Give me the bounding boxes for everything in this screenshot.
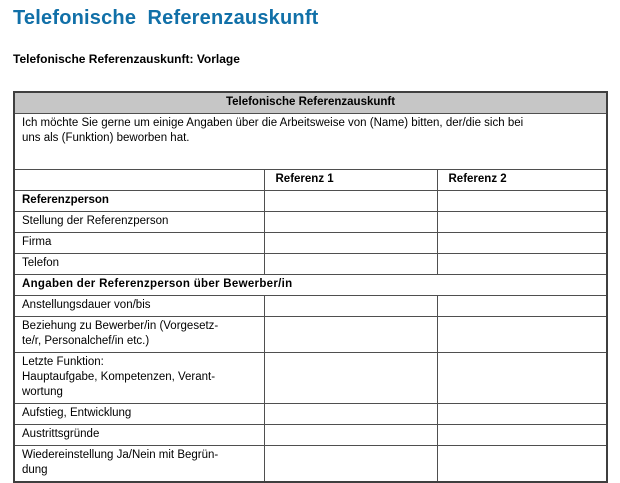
referenz2-field[interactable] [436, 445, 608, 483]
referenz2-field[interactable] [436, 352, 608, 404]
referenz1-field[interactable] [263, 424, 438, 446]
form-intro-row: Ich möchte Sie gerne um einige Angaben ü… [13, 113, 608, 170]
referenz2-field[interactable] [436, 316, 608, 353]
column-header-referenz-2: Referenz 2 [436, 169, 608, 191]
referenz1-field[interactable] [263, 316, 438, 353]
form-intro-text: Ich möchte Sie gerne um einige Angaben ü… [13, 113, 608, 170]
section-header-row: Angaben der Referenzperson über Bewerber… [13, 274, 608, 296]
row-label: Aufstieg, Entwicklung [13, 403, 265, 425]
page-title: Telefonische Referenzauskunft [13, 7, 319, 29]
table-row: Austrittsgründe [13, 424, 608, 446]
table-row: Firma [13, 232, 608, 254]
page-subtitle: Telefonische Referenzauskunft: Vorlage [13, 52, 240, 66]
referenz2-field[interactable] [436, 232, 608, 254]
row-label: Anstellungsdauer von/bis [13, 295, 265, 317]
referenz2-field[interactable] [436, 253, 608, 275]
referenz1-field[interactable] [263, 352, 438, 404]
form-title: Telefonische Referenzauskunft [13, 91, 608, 114]
referenz2-field[interactable] [436, 295, 608, 317]
referenz1-field[interactable] [263, 295, 438, 317]
row-label: Firma [13, 232, 265, 254]
referenz2-field[interactable] [436, 211, 608, 233]
column-header-row: Referenz 1 Referenz 2 [13, 169, 608, 191]
table-row: Wiedereinstellung Ja/Nein mit Begrün- du… [13, 445, 608, 483]
referenz1-field[interactable] [263, 445, 438, 483]
row-label: Referenzperson [13, 190, 265, 212]
table-row: Referenzperson [13, 190, 608, 212]
row-label: Austrittsgründe [13, 424, 265, 446]
table-row: Anstellungsdauer von/bis [13, 295, 608, 317]
row-label: Letzte Funktion: Hauptaufgabe, Kompetenz… [13, 352, 265, 404]
referenz1-field[interactable] [263, 253, 438, 275]
table-row: Beziehung zu Bewerber/in (Vorgesetz- te/… [13, 316, 608, 353]
referenz2-field[interactable] [436, 403, 608, 425]
referenz1-field[interactable] [263, 403, 438, 425]
table-row: Aufstieg, Entwicklung [13, 403, 608, 425]
referenz2-field[interactable] [436, 190, 608, 212]
referenz1-field[interactable] [263, 211, 438, 233]
referenz1-field[interactable] [263, 232, 438, 254]
section-header: Angaben der Referenzperson über Bewerber… [13, 274, 608, 296]
row-label: Wiedereinstellung Ja/Nein mit Begrün- du… [13, 445, 265, 483]
form-title-row: Telefonische Referenzauskunft [13, 91, 608, 114]
blank-header-cell [13, 169, 265, 191]
row-label: Beziehung zu Bewerber/in (Vorgesetz- te/… [13, 316, 265, 353]
table-row: Telefon [13, 253, 608, 275]
table-row: Stellung der Referenzperson [13, 211, 608, 233]
table-row: Letzte Funktion: Hauptaufgabe, Kompetenz… [13, 352, 608, 404]
referenz2-field[interactable] [436, 424, 608, 446]
row-label: Telefon [13, 253, 265, 275]
reference-form-table: Telefonische Referenzauskunft Ich möchte… [13, 91, 609, 483]
column-header-referenz-1: Referenz 1 [263, 169, 438, 191]
row-label: Stellung der Referenzperson [13, 211, 265, 233]
referenz1-field[interactable] [263, 190, 438, 212]
